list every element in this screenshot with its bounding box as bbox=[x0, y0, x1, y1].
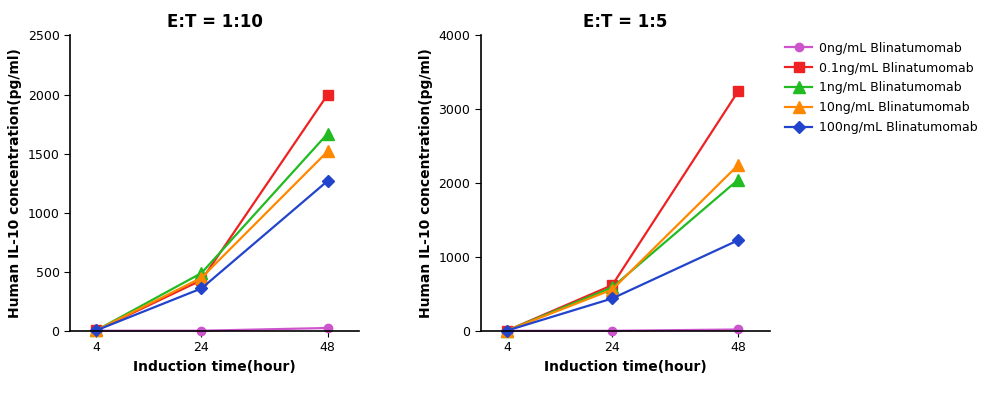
Title: E:T = 1:5: E:T = 1:5 bbox=[583, 13, 668, 31]
100ng/mL Blinatumomab bbox=[322, 178, 334, 183]
0ng/mL Blinatumomab bbox=[195, 328, 207, 333]
0ng/mL Blinatumomab bbox=[322, 325, 334, 330]
X-axis label: Induction time(hour): Induction time(hour) bbox=[133, 360, 296, 374]
Y-axis label: Human IL-10 concentration(pg/ml): Human IL-10 concentration(pg/ml) bbox=[8, 48, 22, 318]
0.1ng/mL Blinatumomab bbox=[732, 89, 744, 93]
1ng/mL Blinatumomab bbox=[732, 177, 744, 182]
Line: 0ng/mL Blinatumomab: 0ng/mL Blinatumomab bbox=[92, 324, 332, 335]
X-axis label: Induction time(hour): Induction time(hour) bbox=[544, 360, 707, 374]
100ng/mL Blinatumomab bbox=[195, 286, 207, 291]
100ng/mL Blinatumomab bbox=[501, 328, 513, 333]
0ng/mL Blinatumomab bbox=[90, 328, 102, 333]
Line: 0.1ng/mL Blinatumomab: 0.1ng/mL Blinatumomab bbox=[502, 86, 743, 335]
Line: 10ng/mL Blinatumomab: 10ng/mL Blinatumomab bbox=[501, 159, 744, 336]
Line: 1ng/mL Blinatumomab: 1ng/mL Blinatumomab bbox=[501, 174, 744, 336]
Legend: 0ng/mL Blinatumomab, 0.1ng/mL Blinatumomab, 1ng/mL Blinatumomab, 10ng/mL Blinatu: 0ng/mL Blinatumomab, 0.1ng/mL Blinatumom… bbox=[785, 42, 977, 134]
100ng/mL Blinatumomab bbox=[606, 296, 618, 301]
Y-axis label: Human IL-10 concentration(pg/ml): Human IL-10 concentration(pg/ml) bbox=[419, 48, 433, 318]
1ng/mL Blinatumomab bbox=[195, 271, 207, 275]
0.1ng/mL Blinatumomab bbox=[322, 92, 334, 97]
10ng/mL Blinatumomab bbox=[195, 275, 207, 280]
1ng/mL Blinatumomab bbox=[501, 328, 513, 333]
0ng/mL Blinatumomab bbox=[606, 329, 618, 333]
Line: 0ng/mL Blinatumomab: 0ng/mL Blinatumomab bbox=[503, 325, 743, 335]
100ng/mL Blinatumomab bbox=[90, 328, 102, 333]
1ng/mL Blinatumomab bbox=[322, 131, 334, 136]
0.1ng/mL Blinatumomab bbox=[90, 328, 102, 333]
0.1ng/mL Blinatumomab bbox=[195, 278, 207, 282]
0ng/mL Blinatumomab bbox=[732, 327, 744, 332]
Line: 1ng/mL Blinatumomab: 1ng/mL Blinatumomab bbox=[91, 128, 333, 336]
100ng/mL Blinatumomab bbox=[732, 238, 744, 242]
0ng/mL Blinatumomab bbox=[501, 329, 513, 333]
Line: 100ng/mL Blinatumomab: 100ng/mL Blinatumomab bbox=[503, 236, 743, 335]
10ng/mL Blinatumomab bbox=[606, 287, 618, 292]
10ng/mL Blinatumomab bbox=[501, 328, 513, 333]
10ng/mL Blinatumomab bbox=[322, 149, 334, 154]
1ng/mL Blinatumomab bbox=[606, 285, 618, 290]
0.1ng/mL Blinatumomab bbox=[606, 283, 618, 288]
1ng/mL Blinatumomab bbox=[90, 328, 102, 333]
Title: E:T = 1:10: E:T = 1:10 bbox=[167, 13, 263, 31]
Line: 100ng/mL Blinatumomab: 100ng/mL Blinatumomab bbox=[92, 177, 332, 335]
10ng/mL Blinatumomab bbox=[732, 162, 744, 167]
Line: 0.1ng/mL Blinatumomab: 0.1ng/mL Blinatumomab bbox=[91, 90, 333, 335]
0.1ng/mL Blinatumomab bbox=[501, 328, 513, 333]
10ng/mL Blinatumomab bbox=[90, 328, 102, 333]
Line: 10ng/mL Blinatumomab: 10ng/mL Blinatumomab bbox=[91, 146, 333, 336]
